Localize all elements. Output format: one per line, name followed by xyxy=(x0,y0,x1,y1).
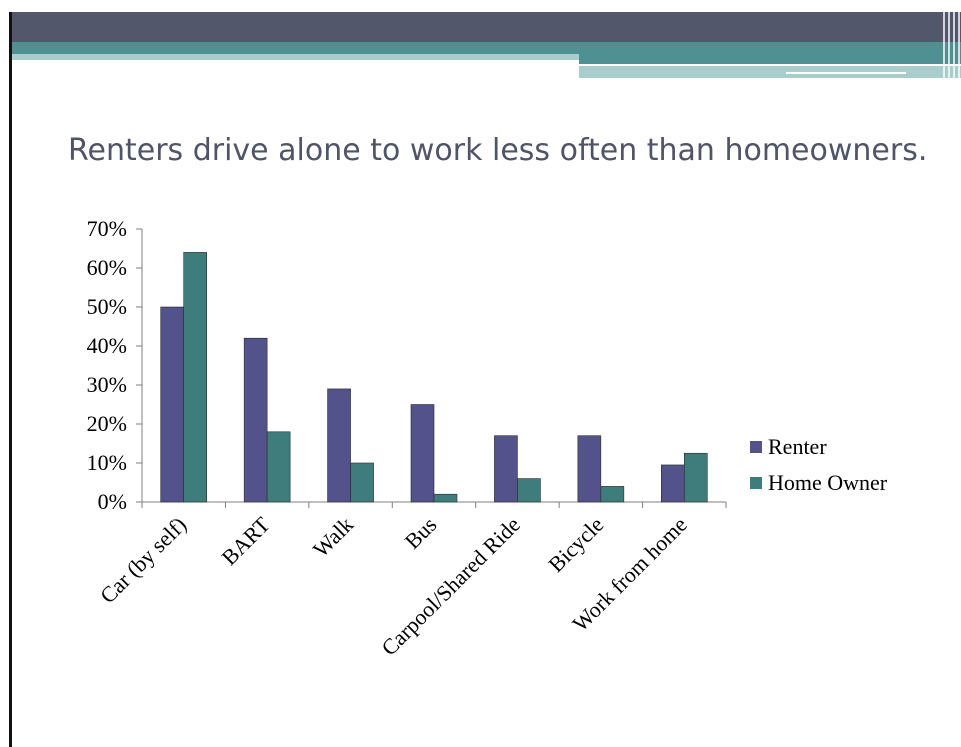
bar-renter xyxy=(327,388,351,503)
header-band-light xyxy=(12,54,579,60)
y-tick-label: 50% xyxy=(87,294,127,319)
bar-home-owner xyxy=(600,486,625,503)
header-band-light-right xyxy=(579,66,961,78)
bar-home-owner xyxy=(683,452,708,503)
legend-swatch xyxy=(750,477,762,489)
legend-label: Home Owner xyxy=(768,470,888,495)
legend-label: Renter xyxy=(768,434,827,459)
bar-renter xyxy=(243,337,268,503)
x-tick-label: Car (by self) xyxy=(95,512,191,608)
x-tick-label: Bicycle xyxy=(543,512,608,577)
bar-home-owner xyxy=(517,478,541,503)
bar-renter xyxy=(577,435,602,503)
bar-home-owner xyxy=(183,252,208,503)
y-tick-label: 40% xyxy=(87,333,127,358)
header-accent-line xyxy=(786,72,906,74)
bar-renter xyxy=(160,306,185,503)
bar-home-owner xyxy=(266,431,291,503)
header-band-dark xyxy=(12,12,961,42)
chart-bars xyxy=(160,252,708,503)
bar-home-owner xyxy=(433,493,458,503)
y-tick-label: 30% xyxy=(87,372,127,397)
y-tick-label: 10% xyxy=(87,450,127,475)
bar-renter xyxy=(660,464,685,503)
bar-renter xyxy=(494,435,518,503)
x-tick-label: Bus xyxy=(400,512,442,554)
y-tick-label: 60% xyxy=(87,255,127,280)
slide-title: Renters drive alone to work less often t… xyxy=(68,133,928,168)
y-tick-label: 0% xyxy=(98,489,127,514)
y-tick-label: 70% xyxy=(87,216,127,241)
bar-home-owner xyxy=(350,462,374,503)
header-band-teal xyxy=(12,42,961,54)
x-tick-label: Walk xyxy=(308,512,358,562)
x-tick-label: Carpool/Shared Ride xyxy=(376,512,525,661)
header-band-teal-right xyxy=(579,54,961,64)
header-edge-stripes xyxy=(940,12,961,78)
legend-swatch xyxy=(750,441,762,453)
x-tick-label: BART xyxy=(216,511,275,570)
chart-legend: Renter Home Owner xyxy=(750,434,888,495)
slide-left-edge xyxy=(9,12,12,747)
bar-renter xyxy=(410,404,435,503)
y-tick-label: 20% xyxy=(87,411,127,436)
